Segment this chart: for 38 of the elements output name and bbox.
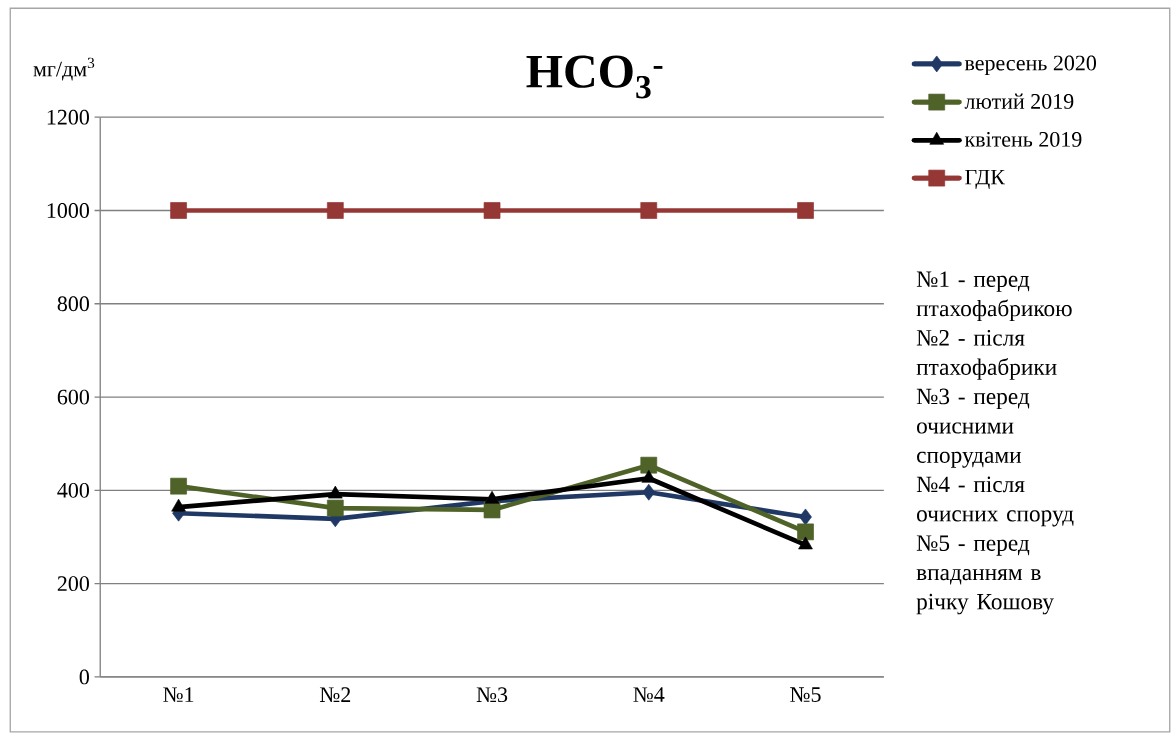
point <box>326 499 344 517</box>
point <box>170 477 187 495</box>
legend-label: вересень 2020 <box>964 55 1097 75</box>
chart-title: HCO$_{3}$- <box>526 55 663 99</box>
x-tick-label: №5 <box>790 687 821 702</box>
text: №5 - перед впаданням в річку Кошову <box>916 535 1054 615</box>
point <box>484 490 500 504</box>
y-axis-title: мг/дм$^{3}$ <box>33 57 95 81</box>
y-tick-label: 200 <box>57 576 89 591</box>
x-tick-label: №2 <box>319 687 351 702</box>
point <box>797 202 814 219</box>
point <box>642 483 656 501</box>
y-tick-label: 1000 <box>47 202 89 218</box>
text: №3 - перед очисними спорудами <box>916 388 1030 468</box>
legend-label: ГДК <box>965 169 1005 189</box>
point <box>799 508 812 526</box>
y-tick-label: 400 <box>57 482 89 498</box>
y-tick-label: 800 <box>57 296 89 312</box>
point <box>328 485 343 499</box>
point <box>798 536 813 550</box>
x-tick-label: №1 <box>163 687 194 702</box>
x-tick-label: №4 <box>633 687 665 702</box>
point <box>326 202 344 219</box>
legend-label: лютий 2019 <box>964 93 1074 109</box>
text: №1 - перед птахофабрикою <box>916 271 1072 321</box>
y-tick-label: 0 <box>79 669 89 685</box>
y-tick-label: 1200 <box>47 109 89 125</box>
point <box>170 202 187 219</box>
point <box>640 202 658 219</box>
point <box>483 202 501 219</box>
point <box>640 456 658 474</box>
y-tick-label: 600 <box>57 389 89 405</box>
point <box>797 523 814 541</box>
x-tick-label: №3 <box>476 687 508 703</box>
point <box>171 498 186 512</box>
text: №4 - після очисних споруд <box>916 476 1074 527</box>
text: №2 - після птахофабрики <box>916 329 1057 380</box>
legend-label: квітень 2019 <box>964 131 1082 147</box>
